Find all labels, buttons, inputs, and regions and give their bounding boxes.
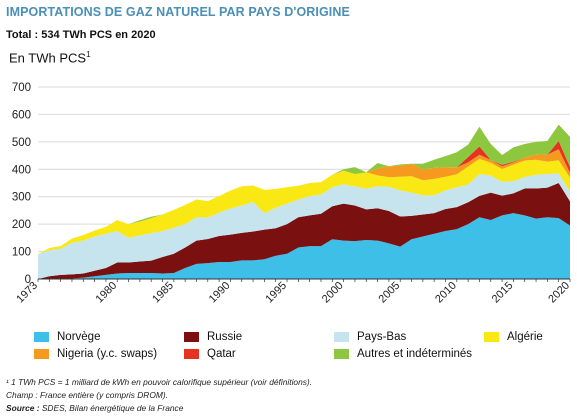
x-tick-label: 1985 [150,280,176,306]
x-tick-label: 1995 [263,280,289,306]
legend-item: Nigeria (y.c. swaps) [34,348,157,360]
legend-swatch [334,349,349,359]
source-text: SDES, Bilan énergétique de la France [39,403,184,413]
x-tick-label: 2005 [377,280,403,306]
y-tick-label: 500 [12,137,31,149]
legend-label: Qatar [207,348,236,360]
series-area-norv-ge [38,213,570,279]
unit-footnote-mark: 1 [86,50,91,59]
unit-text: En TWh PCS [9,50,87,66]
series-area-russie [38,183,570,279]
legend-item: Qatar [184,348,236,360]
legend-item: Autres et indéterminés [334,348,472,360]
footnote-scope: Champ : France entière (y compris DROM). [6,390,168,400]
legend-swatch [484,332,499,342]
series-area-nigeria-y-c-swaps [38,149,570,255]
legend: Norvège Russie Pays-Bas Algérie Nigeria (y.c… [34,331,574,371]
legend-label: Pays-Bas [357,331,407,343]
y-tick-label: 100 [12,247,31,259]
source-label: Source : [6,403,40,413]
unit-label: En TWh PCS1 [9,50,91,65]
legend-item: Russie [184,331,242,343]
y-tick-label: 400 [12,164,31,176]
x-tick-label: 2000 [320,280,346,306]
y-tick-label: 0 [25,274,31,286]
stacked-area-chart: 0 100 200 300 400 500 600 700 1973 1980 1985 1990 19… [12,82,572,306]
legend-item: Norvège [34,331,100,343]
total-label: Total : 534 TWh PCS en 2020 [6,29,156,41]
x-tick-label: 2020 [546,280,572,306]
legend-swatch [34,332,49,342]
legend-label: Norvège [57,331,101,343]
legend-item: Algérie [484,331,543,343]
legend-label: Nigeria (y.c. swaps) [57,348,158,360]
y-tick-label: 200 [12,219,31,231]
legend-label: Russie [207,331,243,343]
x-tick-label: 1990 [207,280,233,306]
footnote-source: Source : SDES, Bilan énergétique de la F… [6,403,183,413]
legend-label: Autres et indéterminés [357,348,473,360]
footnote-definition: ¹ 1 TWh PCS = 1 milliard de kWh en pouvo… [6,377,313,387]
y-tick-label: 300 [12,192,31,204]
legend-swatch [334,332,349,342]
y-tick-label: 600 [12,109,31,121]
x-tick-label: 1980 [94,280,120,306]
series-area-alg-rie [38,158,570,255]
chart-title: IMPORTATIONS DE GAZ NATUREL PAR PAYS D'O… [6,5,350,19]
legend-swatch [34,349,49,359]
series-areas [38,124,570,279]
x-tick-label: 1973 [14,280,40,306]
x-tick-label: 2010 [433,280,459,306]
legend-label: Algérie [507,331,543,343]
legend-swatch [184,332,199,342]
legend-item: Pays-Bas [334,331,406,343]
x-tick-label: 2015 [490,280,516,306]
legend-swatch [184,349,199,359]
series-area-pays-bas [38,173,570,279]
y-tick-label: 700 [12,82,31,94]
